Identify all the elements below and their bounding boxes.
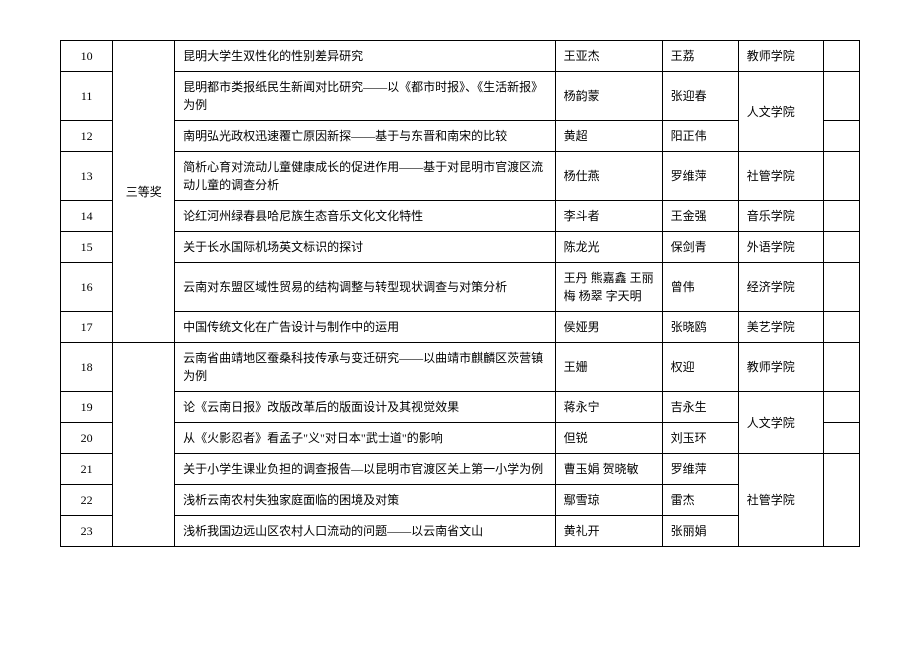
advisor-cell: 罗维萍 [662,454,738,485]
empty-cell [824,454,860,547]
title-cell: 昆明都市类报纸民生新闻对比研究——以《都市时报》、《生活新报》为例 [175,72,555,121]
row-number: 18 [61,343,113,392]
title-cell: 南明弘光政权迅速覆亡原因新探——基于与东晋和南宋的比较 [175,121,555,152]
author-cell: 李斗者 [555,201,662,232]
school-cell: 社管学院 [738,454,824,547]
row-number: 21 [61,454,113,485]
title-cell: 云南对东盟区域性贸易的结构调整与转型现状调查与对策分析 [175,263,555,312]
empty-cell [824,152,860,201]
row-number: 13 [61,152,113,201]
advisor-cell: 保剑青 [662,232,738,263]
advisor-cell: 王金强 [662,201,738,232]
table-row: 17 中国传统文化在广告设计与制作中的运用 侯娅男 张晓鸥 美艺学院 [61,312,860,343]
title-cell: 浅析云南农村失独家庭面临的困境及对策 [175,485,555,516]
award-cell: 三等奖 [113,41,175,343]
table-row: 10 三等奖 昆明大学生双性化的性别差异研究 王亚杰 王荔 教师学院 [61,41,860,72]
author-cell: 曹玉娟 贺晓敏 [555,454,662,485]
advisor-cell: 张晓鸥 [662,312,738,343]
award-table: 10 三等奖 昆明大学生双性化的性别差异研究 王亚杰 王荔 教师学院 11 昆明… [60,40,860,547]
empty-cell [824,312,860,343]
row-number: 22 [61,485,113,516]
advisor-cell: 曾伟 [662,263,738,312]
row-number: 19 [61,392,113,423]
table-row: 21 关于小学生课业负担的调查报告—以昆明市官渡区关上第一小学为例 曹玉娟 贺晓… [61,454,860,485]
empty-cell [824,263,860,312]
empty-cell [824,201,860,232]
author-cell: 王亚杰 [555,41,662,72]
author-cell: 陈龙光 [555,232,662,263]
school-cell: 经济学院 [738,263,824,312]
row-number: 23 [61,516,113,547]
table-row: 19 论《云南日报》改版改革后的版面设计及其视觉效果 蒋永宁 吉永生 人文学院 [61,392,860,423]
title-cell: 论红河州绿春县哈尼族生态音乐文化文化特性 [175,201,555,232]
row-number: 14 [61,201,113,232]
school-cell: 外语学院 [738,232,824,263]
author-cell: 鄢雪琼 [555,485,662,516]
author-cell: 王姗 [555,343,662,392]
row-number: 10 [61,41,113,72]
title-cell: 中国传统文化在广告设计与制作中的运用 [175,312,555,343]
title-cell: 关于小学生课业负担的调查报告—以昆明市官渡区关上第一小学为例 [175,454,555,485]
title-cell: 云南省曲靖地区蚕桑科技传承与变迁研究——以曲靖市麒麟区茨营镇为例 [175,343,555,392]
author-cell: 黄礼开 [555,516,662,547]
advisor-cell: 罗维萍 [662,152,738,201]
row-number: 11 [61,72,113,121]
school-cell: 美艺学院 [738,312,824,343]
advisor-cell: 权迎 [662,343,738,392]
author-cell: 杨韵蒙 [555,72,662,121]
empty-cell [824,423,860,454]
table-row: 15 关于长水国际机场英文标识的探讨 陈龙光 保剑青 外语学院 [61,232,860,263]
table-row: 14 论红河州绿春县哈尼族生态音乐文化文化特性 李斗者 王金强 音乐学院 [61,201,860,232]
advisor-cell: 雷杰 [662,485,738,516]
author-cell: 黄超 [555,121,662,152]
title-cell: 浅析我国边远山区农村人口流动的问题——以云南省文山 [175,516,555,547]
title-cell: 论《云南日报》改版改革后的版面设计及其视觉效果 [175,392,555,423]
empty-cell [824,41,860,72]
title-cell: 关于长水国际机场英文标识的探讨 [175,232,555,263]
school-cell: 音乐学院 [738,201,824,232]
author-cell: 侯娅男 [555,312,662,343]
title-cell: 简析心育对流动儿童健康成长的促进作用——基于对昆明市官渡区流动儿童的调查分析 [175,152,555,201]
school-cell: 人文学院 [738,392,824,454]
table-row: 16 云南对东盟区域性贸易的结构调整与转型现状调查与对策分析 王丹 熊嘉鑫 王丽… [61,263,860,312]
row-number: 17 [61,312,113,343]
empty-cell [824,121,860,152]
award-cell-empty [113,343,175,547]
empty-cell [824,392,860,423]
row-number: 12 [61,121,113,152]
empty-cell [824,343,860,392]
advisor-cell: 吉永生 [662,392,738,423]
row-number: 20 [61,423,113,454]
author-cell: 王丹 熊嘉鑫 王丽梅 杨翠 字天明 [555,263,662,312]
author-cell: 杨仕燕 [555,152,662,201]
advisor-cell: 张迎春 [662,72,738,121]
school-cell: 教师学院 [738,343,824,392]
advisor-cell: 阳正伟 [662,121,738,152]
empty-cell [824,232,860,263]
title-cell: 从《火影忍者》看孟子"义"对日本"武士道"的影响 [175,423,555,454]
school-cell: 教师学院 [738,41,824,72]
advisor-cell: 张丽娟 [662,516,738,547]
author-cell: 蒋永宁 [555,392,662,423]
school-cell: 社管学院 [738,152,824,201]
row-number: 15 [61,232,113,263]
award-table-wrapper: 10 三等奖 昆明大学生双性化的性别差异研究 王亚杰 王荔 教师学院 11 昆明… [60,40,860,547]
advisor-cell: 王荔 [662,41,738,72]
table-row: 18 云南省曲靖地区蚕桑科技传承与变迁研究——以曲靖市麒麟区茨营镇为例 王姗 权… [61,343,860,392]
advisor-cell: 刘玉环 [662,423,738,454]
author-cell: 但锐 [555,423,662,454]
table-row: 11 昆明都市类报纸民生新闻对比研究——以《都市时报》、《生活新报》为例 杨韵蒙… [61,72,860,121]
title-cell: 昆明大学生双性化的性别差异研究 [175,41,555,72]
empty-cell [824,72,860,121]
row-number: 16 [61,263,113,312]
table-row: 13 简析心育对流动儿童健康成长的促进作用——基于对昆明市官渡区流动儿童的调查分… [61,152,860,201]
school-cell: 人文学院 [738,72,824,152]
